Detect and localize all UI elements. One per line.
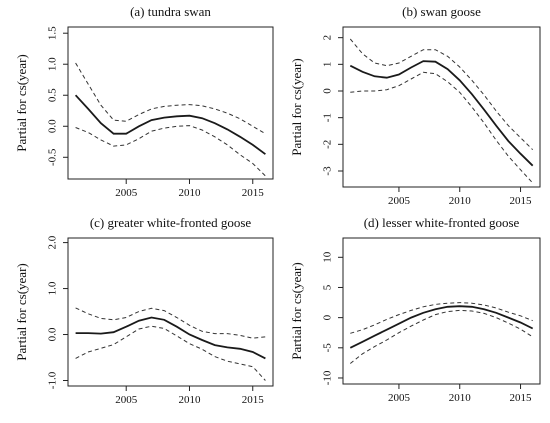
y-tick-label: 0 [322,88,334,94]
upper-band-line [75,62,266,135]
y-tick-label: 1.0 [47,57,59,71]
y-tick-label: 0.0 [47,119,59,133]
y-tick-label: -3 [322,166,334,176]
y-axis-label: Partial for cs(year) [14,54,29,151]
x-tick-label: 2015 [510,195,533,207]
y-axis-label: Partial for cs(year) [289,262,304,359]
y-tick-label: -5 [322,343,334,353]
panel-3: (c) greater white-fronted goose Partial f… [14,215,274,406]
fit-line [349,60,534,167]
x-tick-label: 2010 [178,394,201,406]
y-axis-label: Partial for cs(year) [14,263,29,360]
upper-band-line [349,38,534,151]
y-tick-label: 1.5 [47,26,59,40]
y-tick-label: 1.0 [47,281,59,295]
x-tick-label: 2005 [115,187,138,199]
plot-frame [67,237,274,387]
y-tick-label: 0.0 [47,327,59,341]
y-tick-label: 0 [322,314,334,320]
panel-title: (a) tundra swan [130,4,211,19]
y-tick-label: 5 [322,284,334,290]
fit-line [74,94,266,155]
x-tick-label: 2010 [178,187,201,199]
lower-band-line [349,309,533,364]
lower-band-line [75,325,266,381]
upper-band-line [75,307,266,339]
y-tick-label: -0.5 [47,148,59,166]
x-tick-label: 2005 [388,392,411,404]
fit-line [349,305,534,349]
plot-frame [67,26,274,180]
y-tick-label: 2 [322,35,334,41]
x-tick-label: 2005 [388,195,411,207]
x-tick-label: 2015 [242,187,265,199]
y-axis-label: Partial for cs(year) [289,58,304,155]
lower-band-line [75,125,266,177]
panel-title: (d) lesser white-fronted goose [364,215,520,230]
upper-band-line [350,302,533,334]
y-tick-label: 0.5 [47,88,59,102]
y-tick-label: -2 [322,140,334,149]
panel-title: (c) greater white-fronted goose [90,215,252,230]
y-tick-label: 10 [322,251,334,263]
y-tick-label: -10 [322,370,334,385]
fit-line [75,316,266,360]
lower-band-line [350,71,534,184]
x-tick-label: 2010 [449,195,472,207]
x-tick-label: 2015 [242,394,265,406]
y-tick-label: 1 [322,62,334,68]
x-tick-label: 2015 [510,392,533,404]
panel-1: (a) tundra swan Partial for cs(year) 2005 2… [14,4,274,199]
panel-title: (b) swan goose [402,4,481,19]
x-tick-label: 2005 [115,394,138,406]
y-tick-label: -1 [322,113,334,122]
plot-frame [342,26,541,188]
plot-frame [342,237,541,385]
y-tick-label: 2.0 [47,235,59,249]
y-tick-label: -1.0 [47,371,59,389]
panel-4: (d) lesser white-fronted goose Partial fo… [289,215,541,404]
x-tick-label: 2010 [449,392,472,404]
